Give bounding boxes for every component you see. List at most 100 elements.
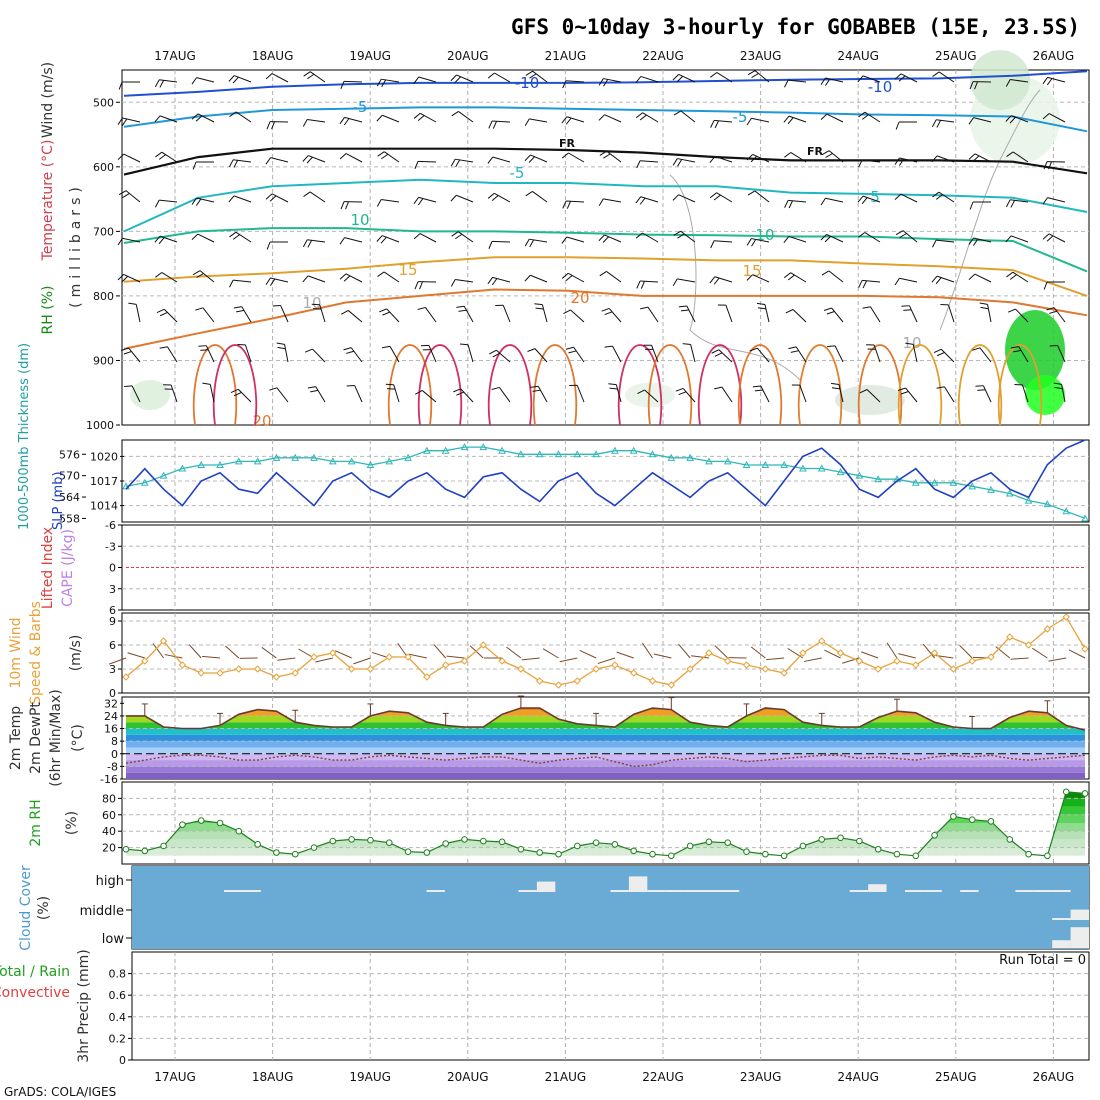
wind-barb bbox=[570, 309, 585, 323]
cloud-cell bbox=[849, 890, 869, 892]
cloud-cell bbox=[536, 881, 556, 892]
wind-barb-feather bbox=[972, 238, 979, 246]
temp-band bbox=[126, 760, 1085, 767]
wind-barb bbox=[714, 119, 733, 123]
bottom-date-label: 19AUG bbox=[349, 1070, 391, 1084]
wind-barb-feather bbox=[487, 72, 495, 79]
wind-barb-feather bbox=[636, 160, 641, 169]
wind10m-point bbox=[874, 665, 882, 673]
wind-barb bbox=[576, 385, 585, 403]
wind-barb-feather bbox=[124, 385, 133, 388]
thickness-point bbox=[517, 450, 525, 458]
wind-barb bbox=[680, 110, 696, 123]
wind-barb-feather bbox=[528, 156, 535, 163]
y-tick-label: -8 bbox=[107, 760, 118, 773]
bottom-date-label: 18AUG bbox=[252, 1070, 294, 1084]
wind10m-point bbox=[423, 673, 431, 681]
wind-barb-feather bbox=[535, 307, 544, 310]
wind-barb bbox=[383, 271, 400, 283]
rh2m-point bbox=[573, 842, 581, 850]
cloud-cell bbox=[1070, 909, 1089, 920]
wind-barb-feather bbox=[751, 239, 757, 247]
wind-barb bbox=[492, 156, 511, 163]
isotherm-line bbox=[123, 106, 1088, 133]
rh2m-point bbox=[1044, 852, 1051, 860]
wind-barb bbox=[271, 73, 289, 83]
wind-barb-feather bbox=[307, 73, 315, 80]
wind-barb-feather bbox=[820, 77, 826, 85]
y-tick-label: 8 bbox=[111, 735, 118, 748]
cloud-cell bbox=[426, 890, 445, 892]
wind-barb bbox=[902, 230, 918, 243]
wind-barb bbox=[135, 304, 141, 323]
wind-barb-feather bbox=[191, 233, 199, 240]
isotherm-label: -5 bbox=[353, 98, 368, 116]
wind-barb-feather bbox=[417, 198, 424, 206]
warm-loop bbox=[957, 344, 1003, 426]
wind-barb-feather bbox=[345, 201, 349, 210]
rh-shade bbox=[1005, 310, 1065, 390]
wind-barb bbox=[159, 199, 178, 203]
rh2m-point bbox=[837, 834, 844, 842]
rh2m-point bbox=[555, 850, 562, 858]
wind-barb-feather bbox=[566, 201, 571, 209]
wind-barb-feather bbox=[382, 345, 391, 349]
thickness-point bbox=[723, 457, 732, 465]
wind-barb bbox=[530, 274, 548, 283]
cloud-marks: high middle low bbox=[80, 866, 1089, 949]
wind-barb-feather bbox=[823, 307, 832, 311]
thickness-point bbox=[667, 453, 676, 461]
wind-barb bbox=[382, 235, 400, 243]
wind-barb-feather bbox=[824, 78, 831, 86]
rh2m-point bbox=[799, 842, 807, 850]
wind-barb-feather bbox=[228, 159, 234, 168]
wind-barb bbox=[828, 150, 844, 163]
wind-barb-feather bbox=[487, 277, 494, 285]
wind-barb bbox=[603, 198, 622, 203]
rh2m-point bbox=[160, 842, 167, 850]
rh2m-point bbox=[893, 850, 901, 858]
y-tick-label: 80 bbox=[102, 792, 116, 805]
wind-barb-feather bbox=[790, 350, 799, 353]
wind-barb bbox=[973, 237, 992, 243]
wind-barb bbox=[456, 74, 474, 83]
wind10m-barb bbox=[334, 650, 352, 659]
wind-barb-feather bbox=[229, 111, 237, 117]
wind-barb-feather bbox=[565, 275, 573, 282]
wind-barb bbox=[161, 151, 178, 163]
wind-barb-feather bbox=[339, 153, 347, 160]
wind-barb-feather bbox=[635, 76, 642, 83]
rh-shade bbox=[1025, 375, 1065, 415]
wind-barb-feather bbox=[565, 346, 574, 350]
wind-barb-feather bbox=[672, 194, 679, 201]
thickness-point bbox=[573, 450, 582, 458]
y-tick-label: 24 bbox=[104, 710, 118, 723]
wind-barb bbox=[233, 279, 252, 283]
wind-barb-feather bbox=[269, 387, 278, 391]
wind10m-point bbox=[949, 665, 958, 673]
wind-barb-feather bbox=[303, 71, 311, 77]
wind-barb bbox=[831, 307, 844, 323]
wind-barb-feather bbox=[266, 241, 271, 250]
wind-barb-feather bbox=[232, 234, 240, 240]
temp2m-series-line bbox=[126, 707, 1086, 731]
cloud-cell bbox=[868, 884, 887, 892]
profile-rh-label: RH (%) bbox=[40, 286, 56, 335]
wind-barb bbox=[381, 198, 400, 203]
wind-barb bbox=[418, 196, 437, 203]
wind-barb-feather bbox=[859, 389, 868, 394]
cloud-cell bbox=[224, 890, 243, 892]
wind-barb bbox=[1010, 78, 1029, 83]
wind-barb bbox=[566, 236, 585, 243]
wind-barb bbox=[936, 119, 955, 123]
wind-barb bbox=[393, 384, 400, 403]
wind-barb-feather bbox=[450, 194, 457, 202]
wind-barb-feather bbox=[894, 277, 900, 286]
wind-barb-feather bbox=[117, 153, 125, 160]
wind-barb-feather bbox=[857, 75, 864, 83]
thickness-point bbox=[855, 471, 864, 479]
wind-barb-feather bbox=[524, 118, 530, 127]
wind-barb bbox=[235, 231, 252, 243]
rh2m-point bbox=[273, 849, 280, 856]
wind10m-point bbox=[611, 661, 619, 669]
